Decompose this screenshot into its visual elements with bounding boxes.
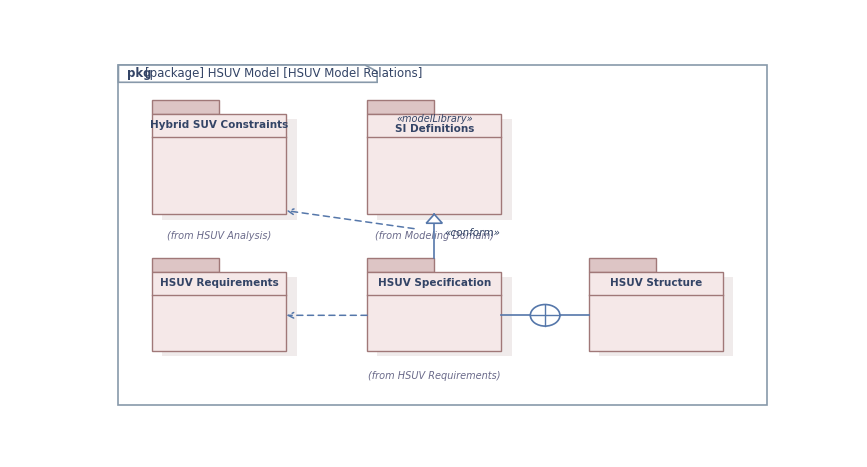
FancyBboxPatch shape	[367, 258, 434, 272]
Polygon shape	[427, 214, 442, 223]
Text: (from Modeling Domain): (from Modeling Domain)	[375, 231, 494, 241]
Text: HSUV Specification: HSUV Specification	[378, 278, 491, 289]
FancyBboxPatch shape	[162, 277, 297, 356]
Text: HSUV Requirements: HSUV Requirements	[160, 278, 278, 289]
Text: (from HSUV Analysis): (from HSUV Analysis)	[167, 231, 271, 241]
Text: [package] HSUV Model [HSUV Model Relations]: [package] HSUV Model [HSUV Model Relatio…	[146, 67, 423, 80]
FancyBboxPatch shape	[152, 258, 219, 272]
FancyBboxPatch shape	[162, 119, 297, 219]
FancyBboxPatch shape	[377, 277, 512, 356]
Text: (from HSUV Requirements): (from HSUV Requirements)	[368, 371, 500, 381]
Polygon shape	[119, 65, 377, 82]
FancyBboxPatch shape	[599, 277, 733, 356]
FancyBboxPatch shape	[377, 119, 512, 219]
Text: SI Definitions: SI Definitions	[394, 124, 474, 134]
Ellipse shape	[531, 304, 560, 326]
Text: HSUV Structure: HSUV Structure	[610, 278, 702, 289]
Text: Hybrid SUV Constraints: Hybrid SUV Constraints	[150, 120, 289, 130]
FancyBboxPatch shape	[152, 100, 219, 113]
FancyBboxPatch shape	[589, 258, 656, 272]
FancyBboxPatch shape	[367, 100, 434, 113]
Text: «conform»: «conform»	[445, 227, 500, 238]
FancyBboxPatch shape	[119, 65, 767, 405]
Text: «modelLibrary»: «modelLibrary»	[396, 114, 473, 124]
FancyBboxPatch shape	[367, 272, 501, 351]
FancyBboxPatch shape	[367, 113, 501, 214]
FancyBboxPatch shape	[152, 113, 286, 214]
FancyBboxPatch shape	[589, 272, 723, 351]
FancyBboxPatch shape	[152, 272, 286, 351]
Text: pkg: pkg	[127, 67, 151, 80]
